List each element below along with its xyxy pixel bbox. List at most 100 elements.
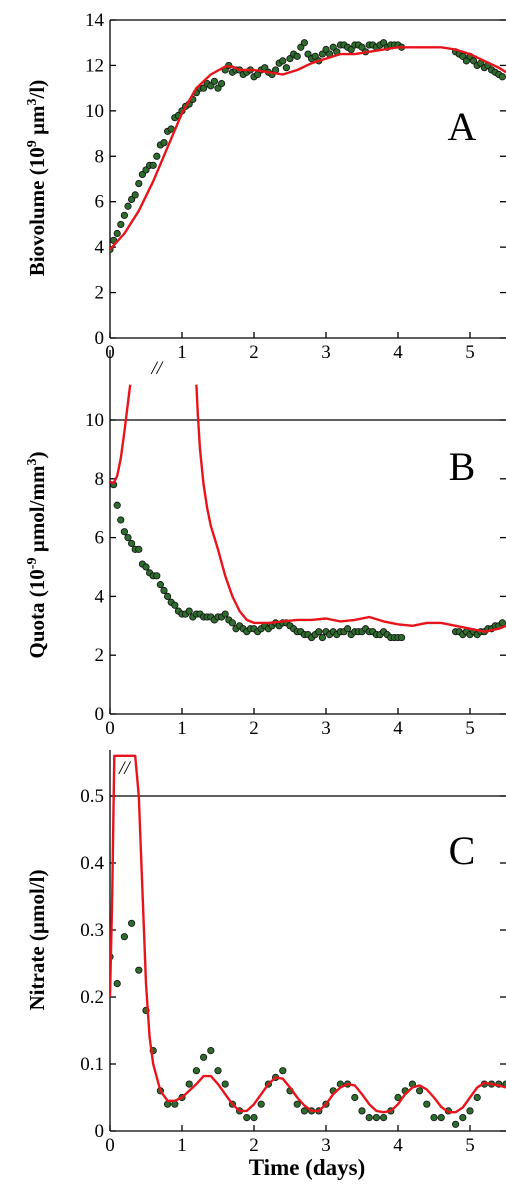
x-tick-label: 3 [321,718,331,739]
data-point [135,545,143,553]
data-point [214,1067,222,1075]
data-point [315,628,323,636]
x-tick-label: 4 [393,718,403,739]
x-tick-label: 5 [465,1135,475,1156]
x-axis-label: Time (days) [249,1155,366,1180]
data-point [379,1114,388,1122]
model-line [195,384,506,633]
data-point [351,1093,359,1102]
y-tick-label: 8 [95,469,105,490]
y-tick-label: 2 [95,645,105,666]
panel-c-plot: 0 0.1 0.2 0.3 0.4 0.5 0 1 2 3 4 5 // [80,750,506,1156]
x-tick-label: 5 [465,718,475,739]
plot-area [110,384,506,642]
axis-break-mark: // [118,758,131,779]
data-point [207,1047,215,1055]
x-tick-label: 2 [249,1135,259,1156]
data-point [113,501,121,509]
data-point [117,220,125,229]
data-point [498,73,506,81]
data-point [473,1093,481,1102]
panel-c-ylabel: Nitrate (µmol/l) [25,870,49,1011]
x-tick-label: 3 [321,1135,331,1156]
x-tick-label: 1 [177,1135,187,1156]
data-point [365,1114,373,1122]
y-tick-label: 4 [95,586,105,607]
data-point [282,64,290,72]
x-tick-label: 0 [105,1135,115,1156]
data-point [210,77,218,85]
data-point [124,202,132,210]
y-tick-label: 6 [95,192,105,213]
panel-b-plot: 0 2 4 6 8 10 0 1 2 3 4 5 // [85,350,506,739]
x-tick-label: 4 [393,1135,403,1156]
y-tick-label: 0.3 [80,920,104,941]
data-point [257,1100,265,1108]
x-tick-label: 2 [249,718,259,739]
data-point [437,1114,445,1122]
svg-text:Quota (10-9 µmol/mm3): Quota (10-9 µmol/mm3) [25,452,49,659]
data-point [397,633,406,642]
x-tick-label: 1 [177,342,187,363]
data-point [120,528,129,536]
data-point [171,601,179,609]
data-point [128,919,136,927]
data-point [300,39,308,47]
axis-break-mark: // [151,358,164,379]
data-point [153,572,161,580]
data-point [200,1053,208,1061]
x-tick-label: 4 [393,342,403,363]
data-point [218,80,226,88]
y-tick-label: 12 [85,55,104,76]
x-tick-label: 0 [105,718,115,739]
y-tick-label: 2 [95,283,105,304]
data-point [120,211,129,219]
y-tick-label: 0 [95,1121,105,1142]
model-line [110,46,506,251]
data-point [142,563,150,571]
panel-b-ylabel: Quota (10-9 µmol/mm3) [25,452,49,659]
data-point [128,539,136,548]
x-tick-label: 2 [249,342,259,363]
y-tick-label: 10 [85,410,104,431]
data-point [160,586,168,595]
svg-text:Biovolume (109 µm3/l): Biovolume (109 µm3/l) [25,80,49,276]
panel-a-ylabel: Biovolume (109 µm3/l) [25,80,49,276]
data-point [113,229,121,238]
data-point [120,933,129,941]
y-tick-label: 0.5 [80,786,104,807]
data-point [372,1114,380,1122]
y-tick-label: 0.2 [80,987,104,1008]
data-point [221,1080,229,1088]
data-point [117,516,125,524]
data-point [279,1067,287,1075]
y-tick-label: 8 [95,146,105,167]
data-point [113,979,121,988]
data-point [279,57,287,65]
y-tick-label: 0 [95,704,105,725]
x-tick-label: 1 [177,718,187,739]
y-tick-label: 0.4 [80,853,104,874]
data-point [394,1093,402,1102]
y-tick-label: 0 [95,328,105,349]
data-point [164,592,172,601]
panel-c-letter: C [449,828,476,873]
data-point [250,1114,258,1122]
y-tick-label: 4 [95,237,105,258]
panel-b-letter: B [449,444,476,489]
data-point [358,1107,366,1115]
model-line [110,754,506,1114]
data-point [423,1100,431,1108]
plot-area [110,39,506,254]
data-point [228,619,236,627]
data-point [318,633,326,642]
y-tick-label: 0.1 [80,1054,104,1075]
data-point [185,1080,193,1088]
data-point [293,52,301,60]
data-point [131,191,139,199]
data-point [466,1107,474,1115]
data-point [343,625,352,633]
